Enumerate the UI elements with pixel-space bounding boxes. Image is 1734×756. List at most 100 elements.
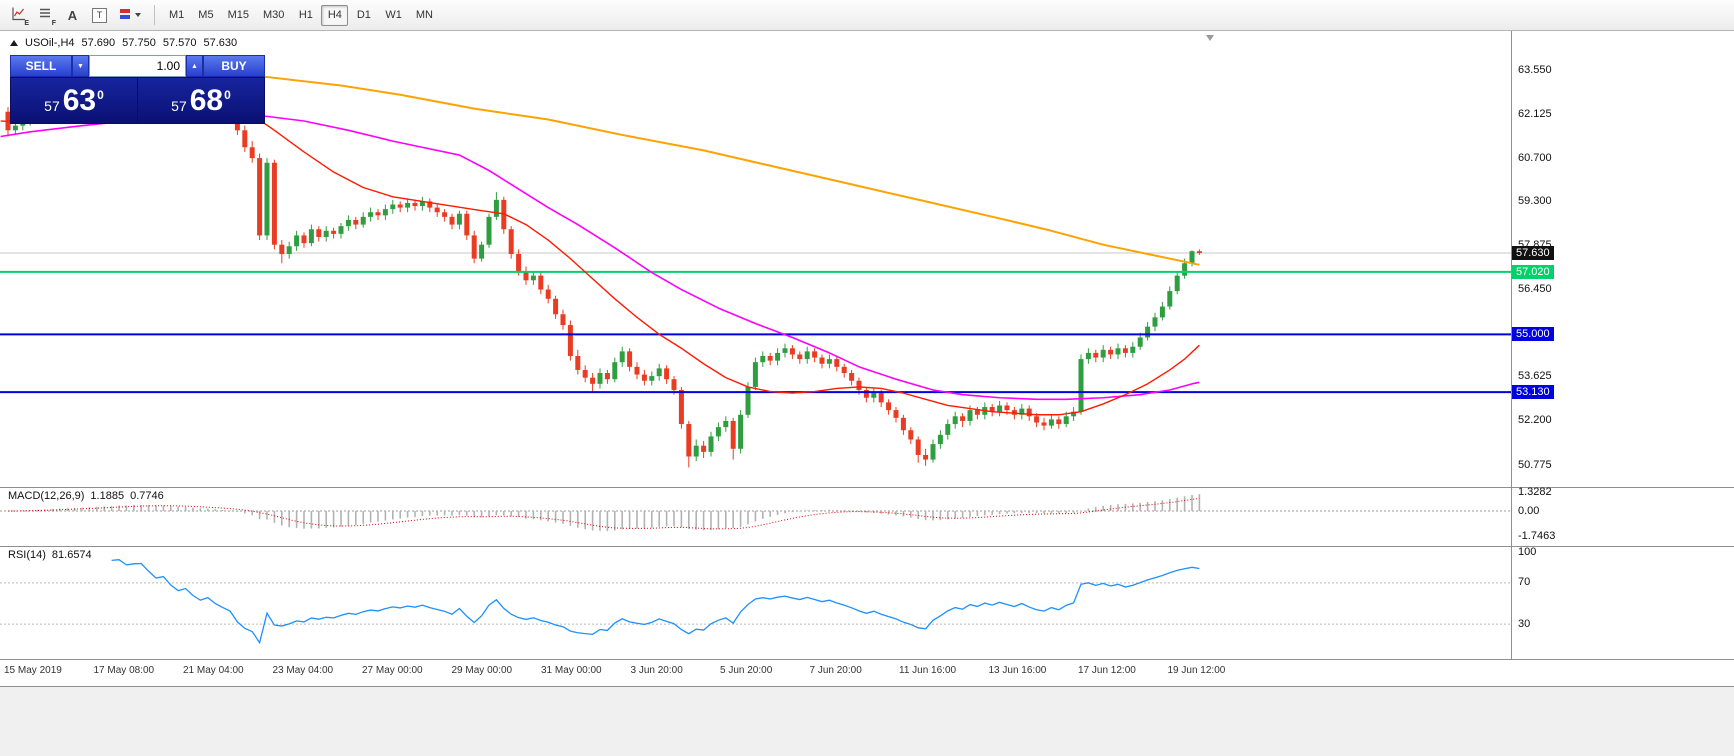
time-axis-label: 17 May 08:00: [93, 665, 155, 676]
candle: [582, 365, 588, 383]
candle: [1100, 345, 1106, 363]
timeframe-button-m15[interactable]: M15: [222, 5, 255, 26]
time-axis-label: 29 May 00:00: [451, 665, 513, 676]
window-bottom-area: [0, 687, 1734, 756]
rsi-line: [111, 559, 1200, 645]
indicator-list-button[interactable]: F: [33, 3, 58, 27]
candle: [804, 346, 810, 364]
indicator-list-hotkey: F: [51, 20, 56, 27]
timeframe-button-d1[interactable]: D1: [350, 5, 377, 26]
timeframe-button-mn[interactable]: MN: [410, 5, 439, 26]
price-badge[interactable]: 57.630: [1512, 246, 1554, 261]
candle: [775, 348, 781, 366]
timeframe-button-h1[interactable]: H1: [292, 5, 319, 26]
main-chart-canvas[interactable]: [0, 31, 1734, 487]
macd-title: MACD(12,26,9) 1.1885 0.7746: [8, 490, 164, 502]
text-tool-icon: T: [92, 7, 107, 23]
timeframe-button-m5[interactable]: M5: [192, 5, 219, 26]
candle: [900, 414, 906, 435]
time-axis-divider: [0, 659, 1734, 660]
quote-close: 57.630: [203, 37, 238, 49]
price-axis-label: 50.775: [1518, 458, 1552, 471]
candle: [442, 209, 448, 222]
rsi-panel-canvas[interactable]: [0, 546, 1734, 659]
timeframe-button-m1[interactable]: M1: [163, 5, 190, 26]
candle: [264, 158, 270, 241]
price-badge[interactable]: 57.020: [1512, 264, 1554, 279]
sell-price-sup: 0: [97, 87, 104, 102]
candle: [597, 368, 603, 389]
candle: [664, 365, 670, 384]
time-axis-label: 17 Jun 12:00: [1078, 665, 1136, 676]
candle: [301, 232, 307, 248]
candle: [1019, 403, 1025, 420]
candle: [989, 403, 995, 417]
candle: [1026, 405, 1032, 421]
candle: [945, 419, 951, 440]
price-axis-label: 59.300: [1518, 194, 1552, 207]
rsi-name: RSI(14): [8, 549, 46, 561]
toolbar: E F A T M1 M5 M15 M30 H1 H4 D1 W1 MN: [0, 0, 1734, 31]
macd-panel-divider[interactable]: [0, 487, 1734, 488]
chart-shift-marker[interactable]: [1206, 35, 1214, 41]
candle: [249, 141, 255, 163]
macd-axis-label: 1.3282: [1518, 485, 1552, 498]
sell-price-display[interactable]: 57 63 0: [11, 78, 137, 123]
candle: [308, 224, 314, 247]
volume-decrease-button[interactable]: ▼: [72, 55, 89, 77]
macd-name: MACD(12,26,9): [8, 490, 85, 502]
rsi-panel-divider[interactable]: [0, 546, 1734, 547]
price-axis[interactable]: 63.55062.12560.70059.30057.87556.45055.0…: [1511, 0, 1734, 686]
candle: [1167, 286, 1173, 310]
macd-panel-canvas[interactable]: [0, 487, 1734, 546]
time-axis-label: 21 May 04:00: [183, 665, 244, 676]
annotation-icon: A: [67, 7, 78, 23]
sell-button[interactable]: SELL: [10, 55, 72, 77]
candle: [390, 199, 396, 214]
colors-caret-icon: [135, 13, 141, 17]
macd-axis-label: -1.7463: [1518, 529, 1556, 542]
candle: [419, 196, 425, 211]
price-badge[interactable]: 55.000: [1512, 327, 1554, 342]
buy-price-display[interactable]: 57 68 0: [137, 78, 264, 123]
price-axis-label: 63.550: [1518, 63, 1552, 76]
timeframe-button-w1[interactable]: W1: [379, 5, 408, 26]
trade-panel-collapse-icon[interactable]: [10, 40, 18, 46]
annotation-button[interactable]: A: [60, 3, 85, 27]
candle: [560, 309, 566, 330]
candle: [782, 343, 788, 358]
price-axis-label: 56.450: [1518, 283, 1552, 296]
chart-window-button[interactable]: E: [6, 3, 31, 27]
volume-increase-button[interactable]: ▲: [186, 55, 203, 77]
candle: [863, 386, 869, 403]
timeframe-button-m30[interactable]: M30: [257, 5, 290, 26]
rsi-title: RSI(14) 81.6574: [8, 549, 92, 561]
candle: [1145, 321, 1151, 341]
buy-button[interactable]: BUY: [203, 55, 265, 77]
quote-open: 57.690: [81, 37, 116, 49]
candle: [1174, 270, 1180, 295]
chart-bottom-edge: [0, 686, 1734, 687]
candle: [271, 159, 277, 250]
toolbar-separator: [154, 5, 155, 25]
candle: [471, 230, 477, 264]
candle: [360, 212, 366, 228]
candle: [604, 369, 610, 384]
candle: [553, 295, 559, 319]
text-tool-button[interactable]: T: [87, 3, 112, 27]
timeframe-button-h4[interactable]: H4: [321, 4, 349, 26]
candle: [1159, 301, 1165, 321]
macd-signal-line: [7, 497, 1200, 530]
time-axis[interactable]: 15 May 2019 17 May 08:00 21 May 04:00 23 Ma…: [0, 660, 1511, 686]
candle: [405, 198, 411, 213]
chart-window-icon: [11, 6, 27, 25]
symbol-header: USOil-,H4 57.690 57.750 57.570 57.630: [10, 37, 237, 49]
volume-input[interactable]: [89, 55, 186, 77]
candle: [841, 363, 847, 378]
candle: [353, 216, 359, 230]
candle: [538, 272, 544, 295]
colors-dropdown-button[interactable]: [114, 3, 146, 27]
price-badge[interactable]: 53.130: [1512, 385, 1554, 400]
candle: [1048, 414, 1054, 429]
